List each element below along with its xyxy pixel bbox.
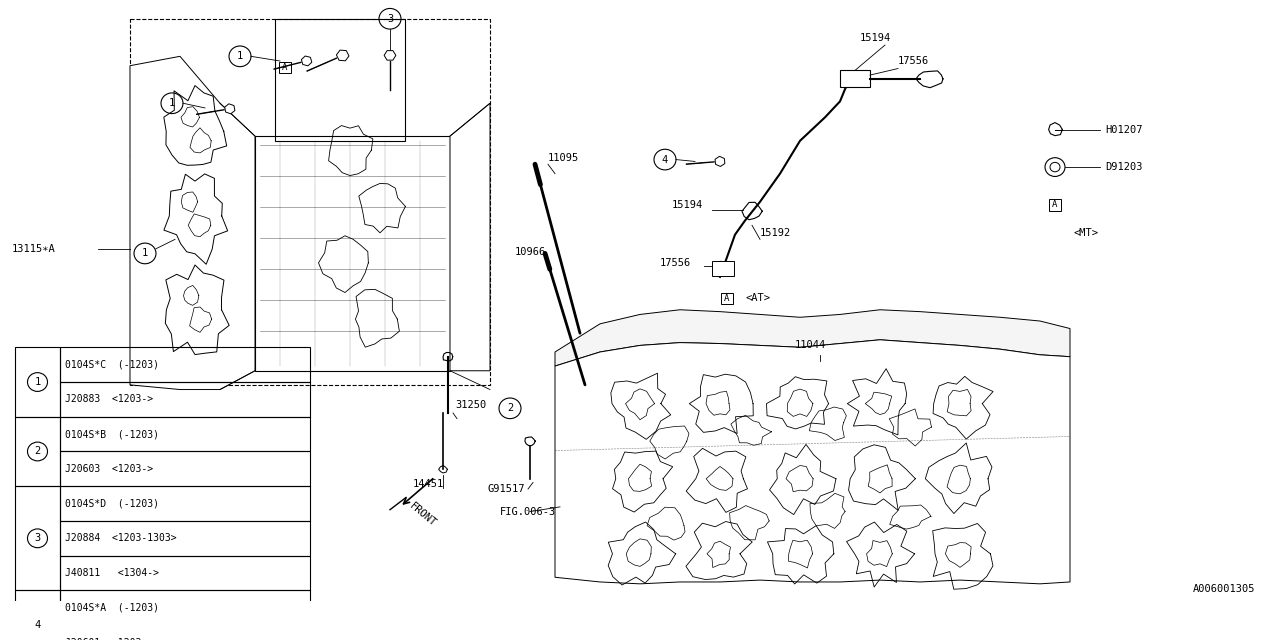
Circle shape <box>1050 163 1060 172</box>
Text: J40811   <1304->: J40811 <1304-> <box>65 568 159 578</box>
Polygon shape <box>131 56 255 390</box>
Polygon shape <box>556 340 1070 584</box>
Polygon shape <box>225 104 236 114</box>
Bar <box>131 19 490 385</box>
Text: H01207: H01207 <box>1105 125 1143 134</box>
Text: A: A <box>283 63 288 72</box>
Text: <AT>: <AT> <box>745 294 771 303</box>
Text: 17556: 17556 <box>899 56 929 66</box>
Text: J20603  <1203->: J20603 <1203-> <box>65 464 154 474</box>
Bar <box>1048 198 1061 211</box>
Text: 0104S*C  (-1203): 0104S*C (-1203) <box>65 360 159 370</box>
Text: 1: 1 <box>237 51 243 61</box>
Bar <box>60 348 310 382</box>
Bar <box>15 591 60 640</box>
Text: J20601  <1203->: J20601 <1203-> <box>65 637 154 640</box>
Text: 4: 4 <box>35 620 41 630</box>
Text: 3: 3 <box>387 14 393 24</box>
Bar <box>275 19 404 141</box>
Text: 3: 3 <box>35 533 41 543</box>
Text: 1: 1 <box>35 377 41 387</box>
Text: J20883  <1203->: J20883 <1203-> <box>65 394 154 404</box>
Text: FIG.006-3: FIG.006-3 <box>500 507 557 516</box>
Polygon shape <box>384 51 396 60</box>
Text: 0104S*B  (-1203): 0104S*B (-1203) <box>65 429 159 439</box>
Text: 15194: 15194 <box>672 200 703 210</box>
Bar <box>60 451 310 486</box>
Text: 1: 1 <box>169 99 175 108</box>
Text: 13115∗A: 13115∗A <box>12 244 56 253</box>
Text: 17556: 17556 <box>660 258 691 268</box>
Polygon shape <box>716 156 724 166</box>
Polygon shape <box>301 56 312 66</box>
Polygon shape <box>337 50 349 61</box>
Circle shape <box>1044 157 1065 177</box>
Polygon shape <box>556 310 1070 366</box>
Bar <box>840 70 870 87</box>
Text: 15192: 15192 <box>760 228 791 238</box>
Text: <MT>: <MT> <box>1073 228 1098 238</box>
Bar <box>60 591 310 625</box>
Text: 31250: 31250 <box>454 401 486 410</box>
Text: A: A <box>724 294 730 303</box>
Text: 0104S*A  (-1203): 0104S*A (-1203) <box>65 603 159 612</box>
Bar <box>15 417 60 486</box>
Text: G91517: G91517 <box>488 484 526 494</box>
Bar <box>60 556 310 591</box>
Bar <box>15 486 60 591</box>
Text: 2: 2 <box>35 447 41 456</box>
Text: D91203: D91203 <box>1105 162 1143 172</box>
Bar <box>15 348 60 417</box>
Text: 4: 4 <box>662 155 668 164</box>
Text: 14451: 14451 <box>413 479 444 490</box>
Bar <box>721 292 733 305</box>
Bar <box>712 261 733 276</box>
Text: A: A <box>1052 200 1057 209</box>
Bar <box>60 382 310 417</box>
Text: 11044: 11044 <box>795 340 827 351</box>
Text: 2: 2 <box>507 403 513 413</box>
Text: 1: 1 <box>142 248 148 259</box>
Text: 15194: 15194 <box>860 33 891 42</box>
Text: J20884  <1203-1303>: J20884 <1203-1303> <box>65 533 177 543</box>
Polygon shape <box>451 103 490 371</box>
Text: FRONT: FRONT <box>408 500 438 528</box>
Text: 10966: 10966 <box>515 246 547 257</box>
Text: A006001305: A006001305 <box>1193 584 1254 595</box>
Bar <box>60 521 310 556</box>
Bar <box>255 136 451 371</box>
Text: 11095: 11095 <box>548 153 580 163</box>
Bar <box>60 486 310 521</box>
Bar <box>60 625 310 640</box>
Bar <box>60 417 310 451</box>
Text: 0104S*D  (-1203): 0104S*D (-1203) <box>65 499 159 509</box>
Bar <box>279 61 292 74</box>
